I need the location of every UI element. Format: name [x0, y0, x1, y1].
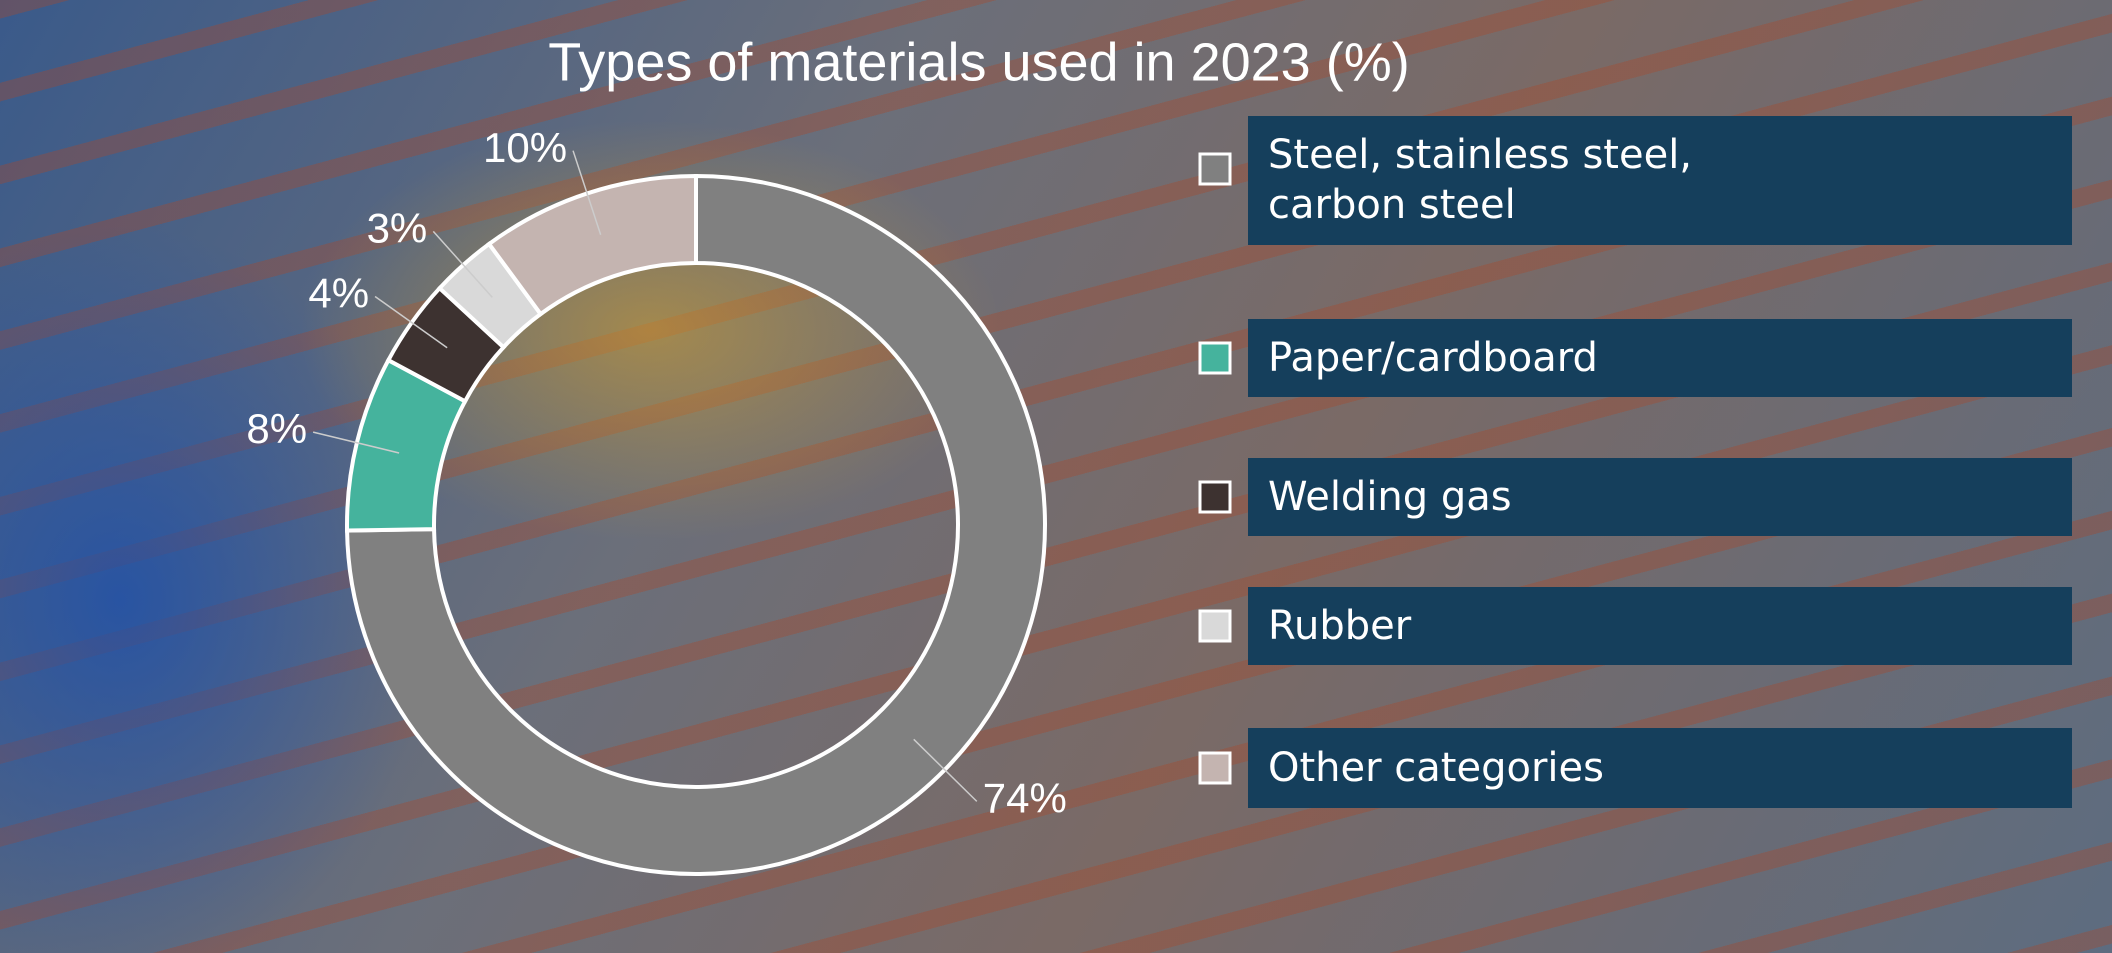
donut-slice — [486, 173, 698, 317]
legend-marker — [1198, 341, 1232, 375]
leader-line — [374, 295, 448, 349]
legend-label: Welding gas — [1268, 474, 1512, 520]
legend-label: Paper/cardboard — [1268, 335, 1598, 381]
leader-line — [572, 150, 602, 235]
legend-marker — [1198, 751, 1232, 785]
legend-label: Steel, stainless steel, carbon steel — [1268, 132, 1693, 228]
data-label: 4% — [308, 270, 369, 317]
data-label: 74% — [983, 774, 1067, 821]
legend-marker — [1198, 480, 1232, 514]
legend-label: Rubber — [1268, 603, 1412, 649]
legend-marker — [1198, 609, 1232, 643]
legend-item: Paper/cardboard — [1248, 319, 2072, 397]
data-label: 8% — [246, 405, 307, 452]
chart-title: Types of materials used in 2023 (%) — [548, 32, 1409, 92]
data-label: 10% — [483, 124, 567, 171]
legend-item: Welding gas — [1248, 458, 2072, 536]
legend-label: Other categories — [1268, 745, 1604, 791]
legend-item: Steel, stainless steel, carbon steel — [1248, 115, 2072, 245]
legend-item: Rubber — [1248, 587, 2072, 665]
leader-line — [312, 431, 400, 454]
leader-line — [913, 738, 978, 802]
legend-item: Other categories — [1248, 728, 2072, 808]
donut-slice — [345, 173, 1047, 876]
leader-line — [432, 230, 493, 298]
data-label: 3% — [367, 204, 428, 251]
legend-marker — [1198, 152, 1232, 186]
